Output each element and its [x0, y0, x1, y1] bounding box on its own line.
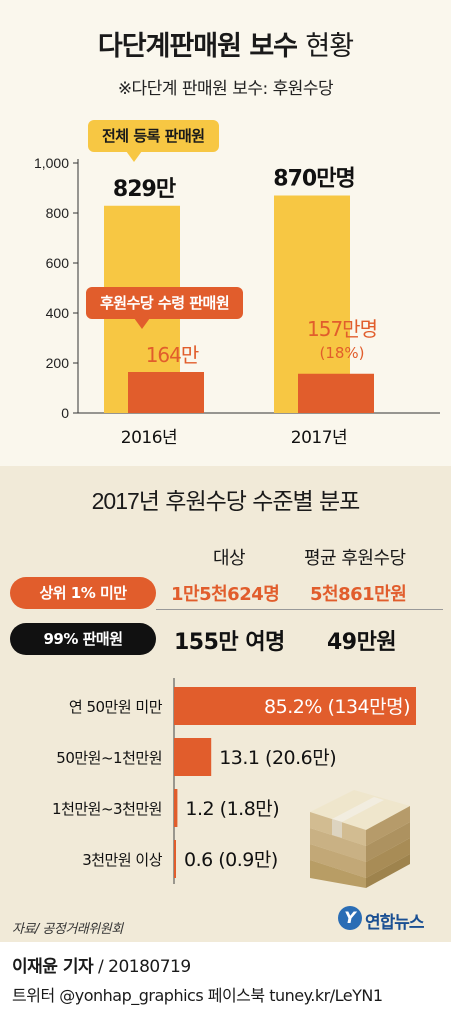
yonhap-logo-icon: Y — [338, 906, 362, 930]
bar-paid-sellers — [298, 373, 374, 413]
section-title-year: 2017년 — [91, 488, 160, 514]
row-label-top1: 상위 1% 미만 — [10, 577, 156, 609]
row-label-99: 99% 판매원 — [10, 623, 156, 655]
x-tick-label: 2016년 — [121, 428, 177, 448]
y-tick-label: 1,000 — [34, 155, 69, 171]
column-header-target: 대상 — [213, 548, 246, 569]
y-tick-label: 800 — [46, 205, 70, 221]
yonhap-logo-text: 연합뉴스 — [365, 913, 425, 933]
bar-label-paid-sellers: 157만명 — [307, 317, 377, 341]
x-tick-label: 2017년 — [291, 428, 347, 448]
source-note: 자료/ 공정거래위원회 — [12, 922, 123, 937]
distribution-bar-chart: 연 50만원 미만 85.2% (134만명) 50만원~1천만원 13.1 (20.… — [52, 678, 416, 884]
distribution-value-label: 13.1 (20.6만) — [219, 747, 336, 769]
distribution-value-label: 0.6 (0.9만) — [184, 849, 278, 871]
99-target-value: 155만 여명 — [174, 630, 285, 655]
bar-label-paid-sellers: 164만 — [146, 343, 199, 367]
registered-sellers-bar-chart: 0 200 400 600 800 1,000 829만 164만 2016년 870만명 157만… — [34, 155, 440, 448]
bar-paid-sellers — [128, 372, 204, 413]
publish-date: / 20180719 — [93, 957, 191, 977]
distribution-bar — [174, 789, 178, 827]
title-bold: 다단계판매원 보수 — [97, 31, 298, 62]
reporter-name: 이재윤 기자 — [12, 957, 94, 977]
bar-label-all-sellers: 870만명 — [273, 167, 354, 192]
y-tick-label: 0 — [61, 405, 69, 421]
footer-panel — [0, 942, 451, 1031]
distribution-bar — [174, 738, 212, 776]
top1-average-value: 5천861만원 — [310, 584, 407, 605]
section-title: 2017년 후원수당 수준별 분포 — [0, 482, 451, 516]
y-tick-label: 200 — [46, 355, 70, 371]
distribution-category-label: 3천만원 이상 — [82, 851, 163, 869]
column-header-average: 평균 후원수당 — [304, 548, 406, 569]
social-links: 트위터 @yonhap_graphics 페이스북 tuney.kr/LeYN1 — [12, 986, 383, 1005]
top-panel — [0, 0, 451, 466]
y-tick-label: 400 — [46, 305, 70, 321]
bar-label-paid-share: (18%) — [319, 344, 364, 362]
distribution-bar — [174, 687, 416, 725]
distribution-category-label: 1천만원~3천만원 — [52, 800, 162, 818]
page-title: 다단계판매원 보수 현황 — [0, 24, 451, 63]
distribution-value-label: 85.2% (134만명) — [264, 696, 410, 718]
section-title-rest: 후원수당 수준별 분포 — [165, 489, 360, 515]
yonhap-logo: Y 연합뉴스 — [338, 904, 444, 934]
y-tick-label: 600 — [46, 255, 70, 271]
callout-paid-sellers: 후원수당 수령 판매원 — [86, 287, 244, 329]
distribution-value-label: 1.2 (1.8만) — [185, 798, 279, 820]
distribution-bar — [174, 840, 176, 878]
title-light: 현황 — [305, 31, 354, 62]
page-subtitle: ※다단계 판매원 보수: 후원수당 — [117, 79, 334, 99]
99-average-value: 49만원 — [327, 630, 397, 655]
bar-label-all-sellers: 829만 — [113, 177, 176, 202]
money-stack-illustration — [310, 790, 410, 888]
distribution-category-label: 50만원~1천만원 — [56, 749, 162, 767]
distribution-category-label: 연 50만원 미만 — [69, 698, 163, 716]
callout-all-sellers: 전체 등록 판매원 — [88, 120, 219, 162]
row-divider — [156, 609, 443, 610]
reporter-credit: 이재윤 기자 / 20180719 — [12, 952, 191, 977]
top1-target-value: 1만5천624명 — [171, 584, 280, 605]
